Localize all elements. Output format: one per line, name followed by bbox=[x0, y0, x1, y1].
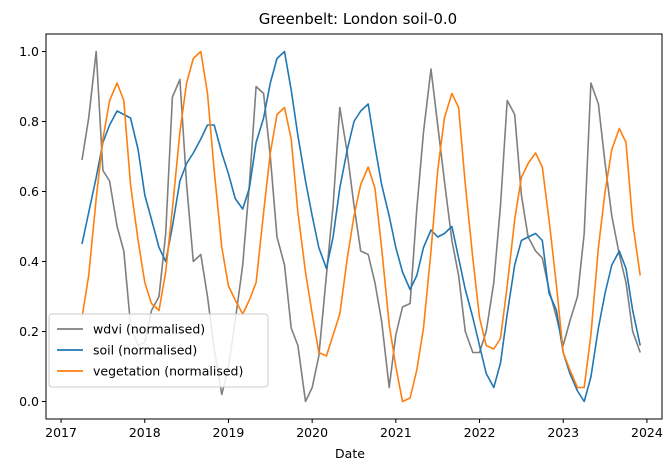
x-tick-label-1: 2018 bbox=[129, 425, 161, 440]
x-tick-label-2: 2019 bbox=[213, 425, 245, 440]
y-tick-label-2: 0.4 bbox=[19, 254, 39, 269]
chart-title: Greenbelt: London soil-0.0 bbox=[259, 10, 457, 28]
legend-entry-1: soil (normalised) bbox=[93, 343, 197, 358]
x-tick-label-4: 2021 bbox=[380, 425, 412, 440]
y-tick-label-5: 1.0 bbox=[19, 44, 39, 59]
y-tick-label-4: 0.8 bbox=[19, 114, 39, 129]
x-tick-label-5: 2022 bbox=[464, 425, 496, 440]
x-tick-label-3: 2020 bbox=[296, 425, 328, 440]
plot-frame bbox=[45, 33, 663, 420]
x-axis-label: Date bbox=[335, 446, 365, 461]
y-tick-label-3: 0.6 bbox=[19, 184, 39, 199]
legend-box bbox=[48, 313, 269, 388]
legend-entry-0: wdvi (normalised) bbox=[93, 322, 205, 337]
series-line-1 bbox=[81, 50, 641, 403]
series-line-2 bbox=[81, 50, 641, 403]
y-tick-label-1: 0.2 bbox=[19, 324, 39, 339]
legend: wdvi (normalised) soil (normalised) vegeta… bbox=[48, 313, 269, 388]
x-tick-label-7: 2024 bbox=[631, 425, 663, 440]
y-tick-label-0: 0.0 bbox=[19, 394, 39, 409]
plot-lines bbox=[81, 50, 641, 403]
axes: 2017 2018 2019 2020 2021 2022 2023 2024 0.0 0.2 0.… bbox=[19, 33, 663, 440]
x-tick-label-0: 2017 bbox=[45, 425, 77, 440]
legend-entry-2: vegetation (normalised) bbox=[93, 364, 243, 379]
x-tick-label-6: 2023 bbox=[547, 425, 579, 440]
